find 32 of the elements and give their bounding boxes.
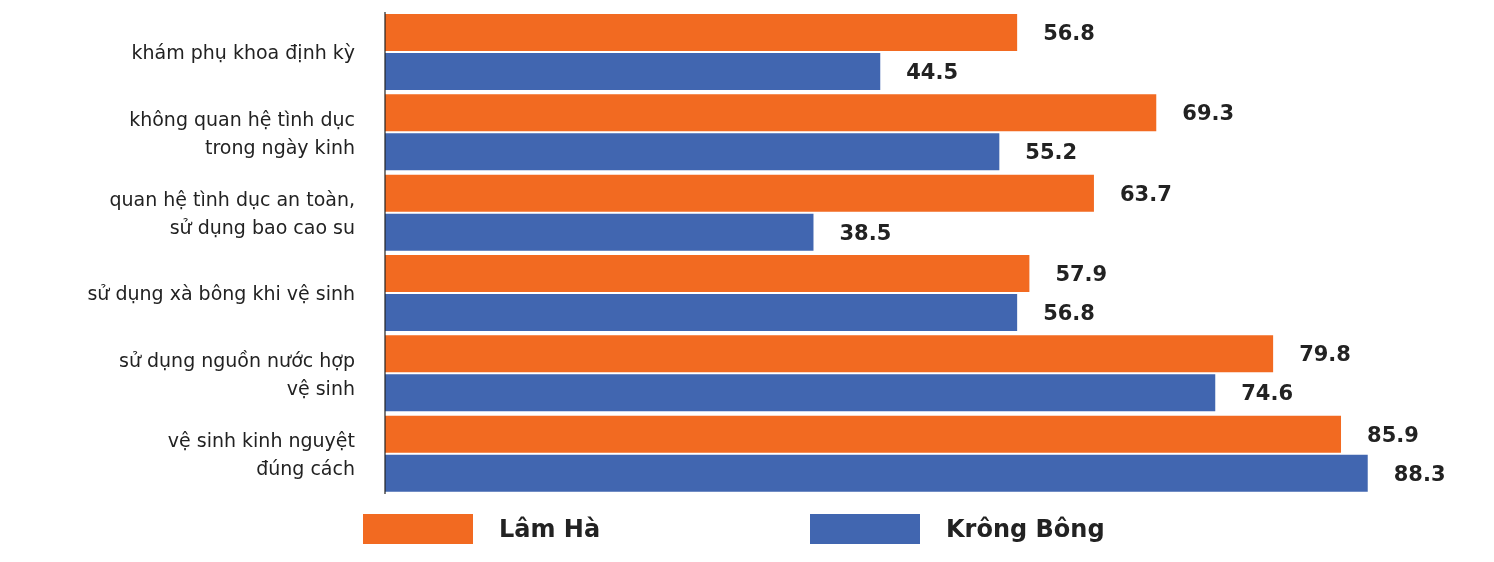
y-tick-label: sử dụng xà bông khi vệ sinh	[87, 282, 355, 305]
y-tick-label: vệ sinh kinh nguyệt đúng cách	[167, 428, 355, 479]
data-label: 79.8	[1299, 342, 1351, 367]
data-label: 63.7	[1119, 181, 1172, 206]
data-label: 56.8	[1043, 20, 1095, 45]
bar	[385, 255, 1030, 292]
y-tick-label: sử dụng nguồn nước hợp vệ sinh	[119, 348, 355, 399]
bar	[385, 14, 1018, 51]
bar	[385, 94, 1157, 132]
legend-label: Lâm Hà	[499, 515, 601, 543]
y-tick-label: khám phụ khoa định kỳ	[131, 41, 355, 64]
data-label: 44.5	[906, 59, 959, 84]
bar	[385, 133, 1000, 171]
y-tick-label: quan hệ tình dục an toàn, sử dụng bao cao su	[109, 187, 355, 238]
data-label: 57.9	[1055, 261, 1108, 286]
bar	[385, 335, 1274, 373]
data-label: 69.3	[1182, 101, 1235, 126]
data-label: 74.6	[1241, 381, 1294, 406]
bar	[385, 454, 1368, 492]
data-label: 55.2	[1025, 140, 1078, 165]
data-label: 56.8	[1043, 300, 1095, 325]
y-tick-label: không quan hệ tình dục trong ngày kinh	[129, 107, 355, 158]
bar	[385, 174, 1094, 212]
bar	[385, 213, 814, 251]
bar	[385, 415, 1342, 453]
data-label: 85.9	[1367, 422, 1419, 447]
bar	[385, 53, 881, 90]
bar	[385, 294, 1018, 331]
legend-label: Krông Bông	[946, 515, 1105, 543]
data-label: 38.5	[839, 220, 892, 245]
data-label: 88.3	[1393, 461, 1446, 486]
bar	[385, 374, 1216, 412]
